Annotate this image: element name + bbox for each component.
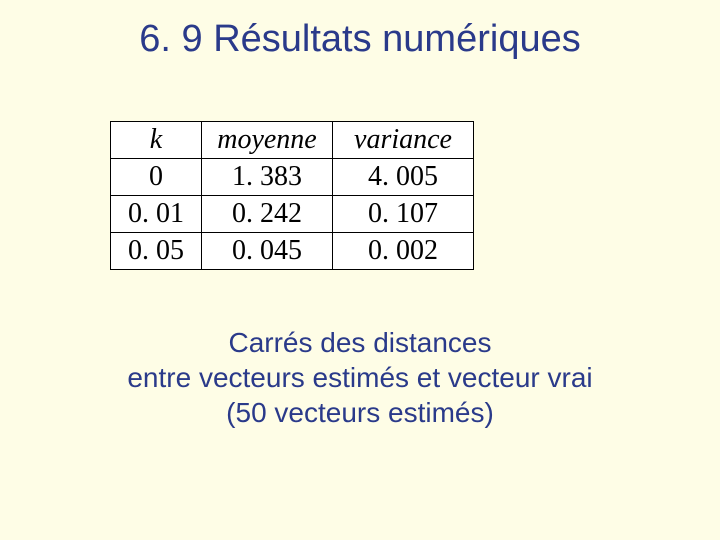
cell-k: 0. 01 <box>111 196 202 233</box>
slide-caption: Carrés des distances entre vecteurs esti… <box>0 325 720 430</box>
slide: 6. 9 Résultats numériques k moyenne vari… <box>0 0 720 540</box>
cell-k: 0. 05 <box>111 233 202 270</box>
col-header-variance: variance <box>333 122 474 159</box>
cell-variance: 4. 005 <box>333 159 474 196</box>
cell-moyenne: 0. 045 <box>202 233 333 270</box>
col-header-k: k <box>111 122 202 159</box>
cell-variance: 0. 002 <box>333 233 474 270</box>
slide-title: 6. 9 Résultats numériques <box>0 0 720 61</box>
cell-moyenne: 1. 383 <box>202 159 333 196</box>
results-table-container: k moyenne variance 0 1. 383 4. 005 0. 01… <box>0 121 720 270</box>
results-table: k moyenne variance 0 1. 383 4. 005 0. 01… <box>110 121 474 270</box>
table-row: 0. 01 0. 242 0. 107 <box>111 196 474 233</box>
table-header-row: k moyenne variance <box>111 122 474 159</box>
table-row: 0. 05 0. 045 0. 002 <box>111 233 474 270</box>
table-row: 0 1. 383 4. 005 <box>111 159 474 196</box>
caption-line-1: Carrés des distances <box>228 327 491 358</box>
cell-moyenne: 0. 242 <box>202 196 333 233</box>
col-header-moyenne: moyenne <box>202 122 333 159</box>
cell-variance: 0. 107 <box>333 196 474 233</box>
caption-line-2: entre vecteurs estimés et vecteur vrai <box>127 362 592 393</box>
caption-line-3: (50 vecteurs estimés) <box>226 397 494 428</box>
cell-k: 0 <box>111 159 202 196</box>
